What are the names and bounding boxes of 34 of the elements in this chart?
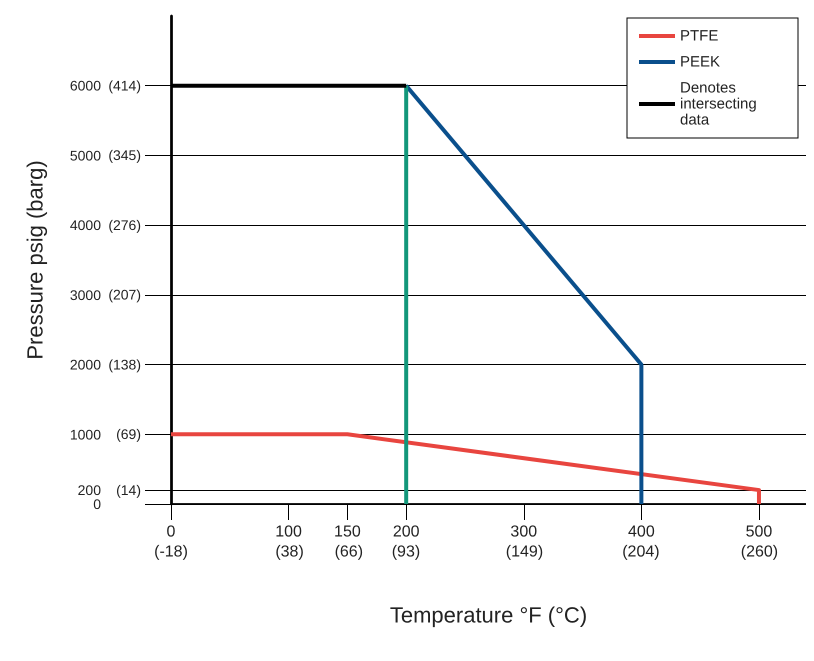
y-tick-label: 2000 xyxy=(70,356,102,373)
x-axis-title: Temperature °F (°C) xyxy=(390,602,588,628)
y-tick-label: 0 xyxy=(93,496,102,512)
y2-tick-label: (345) xyxy=(108,147,141,164)
x-tick-label: 500 xyxy=(746,524,772,540)
x-tick-label: 150 xyxy=(334,524,361,540)
x-tick-label: 200 xyxy=(392,524,420,540)
y2-tick-label: (276) xyxy=(108,216,141,233)
x2-tick-label: (66) xyxy=(334,544,364,560)
y-tick-label: 1000 xyxy=(70,426,102,442)
x-tick-label: 100 xyxy=(275,524,302,540)
y-tick-label: 5000 xyxy=(70,147,102,164)
y2-tick-label: (138) xyxy=(108,356,141,372)
x-tick-label: 0 xyxy=(166,524,176,540)
y2-tick-label: (207) xyxy=(108,286,141,303)
x2-tick-label: (260) xyxy=(740,544,778,560)
y-tick-label: 4000 xyxy=(70,217,102,234)
x2-tick-label: (38) xyxy=(275,544,304,560)
x2-tick-label: (93) xyxy=(392,544,420,560)
y2-tick-label: (69) xyxy=(116,426,141,442)
y2-tick-label: (414) xyxy=(108,77,141,94)
x-tick-label: 400 xyxy=(628,524,655,540)
x-tick-label: 300 xyxy=(510,524,538,540)
legend-label: Denotes intersecting data xyxy=(680,80,761,128)
y-axis-title: Pressure psig (barg) xyxy=(22,160,48,360)
legend-label: PTFE xyxy=(680,28,718,44)
x2-tick-label: (204) xyxy=(622,544,660,560)
y-tick-label: 6000 xyxy=(70,78,102,94)
legend-label: PEEK xyxy=(680,54,720,70)
y-tick-label: 3000 xyxy=(70,286,102,303)
y2-tick-label: (14) xyxy=(116,482,141,498)
x2-tick-label: (-18) xyxy=(154,544,188,560)
x2-tick-label: (149) xyxy=(506,544,544,560)
y-tick-label: 200 xyxy=(78,482,102,498)
